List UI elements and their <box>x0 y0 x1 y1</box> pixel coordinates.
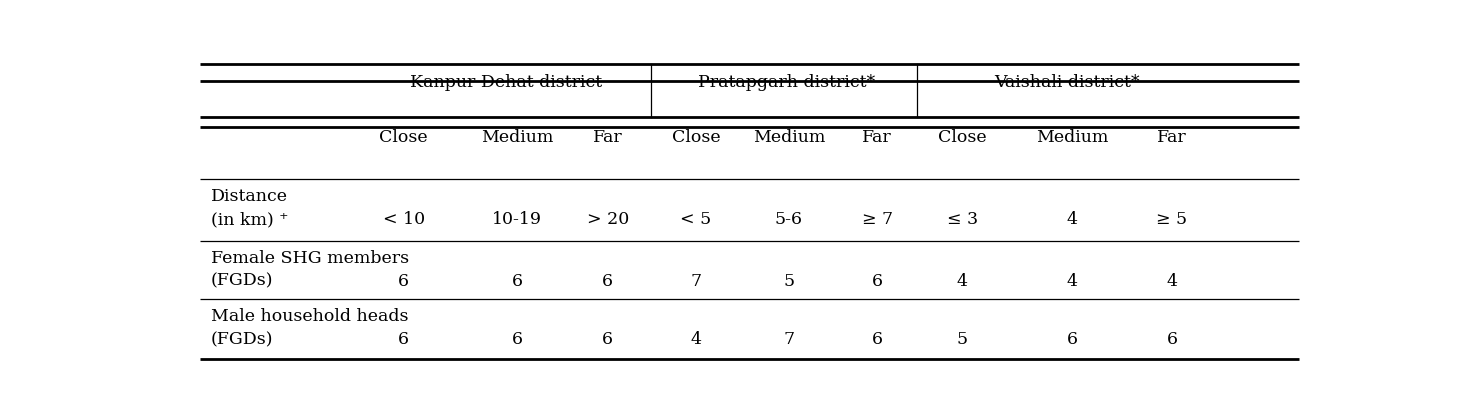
Text: Vaishali district*: Vaishali district* <box>994 74 1139 91</box>
Text: Male household heads: Male household heads <box>211 308 408 325</box>
Text: (FGDs): (FGDs) <box>211 273 273 290</box>
Text: 6: 6 <box>398 273 409 290</box>
Text: (FGDs): (FGDs) <box>211 331 273 349</box>
Text: 6: 6 <box>512 331 522 349</box>
Text: 5: 5 <box>956 331 968 349</box>
Text: Medium: Medium <box>481 129 553 146</box>
Text: Distance: Distance <box>211 188 288 205</box>
Text: 6: 6 <box>602 273 613 290</box>
Text: 6: 6 <box>1067 331 1077 349</box>
Text: 6: 6 <box>871 273 883 290</box>
Text: Far: Far <box>1156 129 1187 146</box>
Text: Medium: Medium <box>1037 129 1108 146</box>
Text: 4: 4 <box>956 273 968 290</box>
Text: Female SHG members: Female SHG members <box>211 250 409 267</box>
Text: < 10: < 10 <box>383 211 425 228</box>
Text: Medium: Medium <box>753 129 825 146</box>
Text: ≥ 7: ≥ 7 <box>861 211 893 228</box>
Text: < 5: < 5 <box>680 211 712 228</box>
Text: 6: 6 <box>398 331 409 349</box>
Text: ≥ 5: ≥ 5 <box>1156 211 1187 228</box>
Text: Close: Close <box>939 129 987 146</box>
Text: Pratapgarh district*: Pratapgarh district* <box>697 74 876 91</box>
Text: Far: Far <box>863 129 892 146</box>
Text: 10-19: 10-19 <box>493 211 542 228</box>
Text: Close: Close <box>379 129 428 146</box>
Text: 6: 6 <box>512 273 522 290</box>
Text: Far: Far <box>592 129 623 146</box>
Text: 4: 4 <box>690 331 702 349</box>
Text: > 20: > 20 <box>586 211 629 228</box>
Text: 6: 6 <box>1167 331 1177 349</box>
Text: 6: 6 <box>602 331 613 349</box>
Text: 4: 4 <box>1067 273 1077 290</box>
Text: 6: 6 <box>871 331 883 349</box>
Text: 5: 5 <box>784 273 794 290</box>
Text: Close: Close <box>671 129 721 146</box>
Text: 4: 4 <box>1067 211 1077 228</box>
Text: 7: 7 <box>784 331 794 349</box>
Text: 7: 7 <box>690 273 702 290</box>
Text: (in km) ⁺: (in km) ⁺ <box>211 211 288 228</box>
Text: Kanpur Dehat district: Kanpur Dehat district <box>409 74 602 91</box>
Text: ≤ 3: ≤ 3 <box>947 211 978 228</box>
Text: 4: 4 <box>1167 273 1177 290</box>
Text: 5-6: 5-6 <box>775 211 803 228</box>
